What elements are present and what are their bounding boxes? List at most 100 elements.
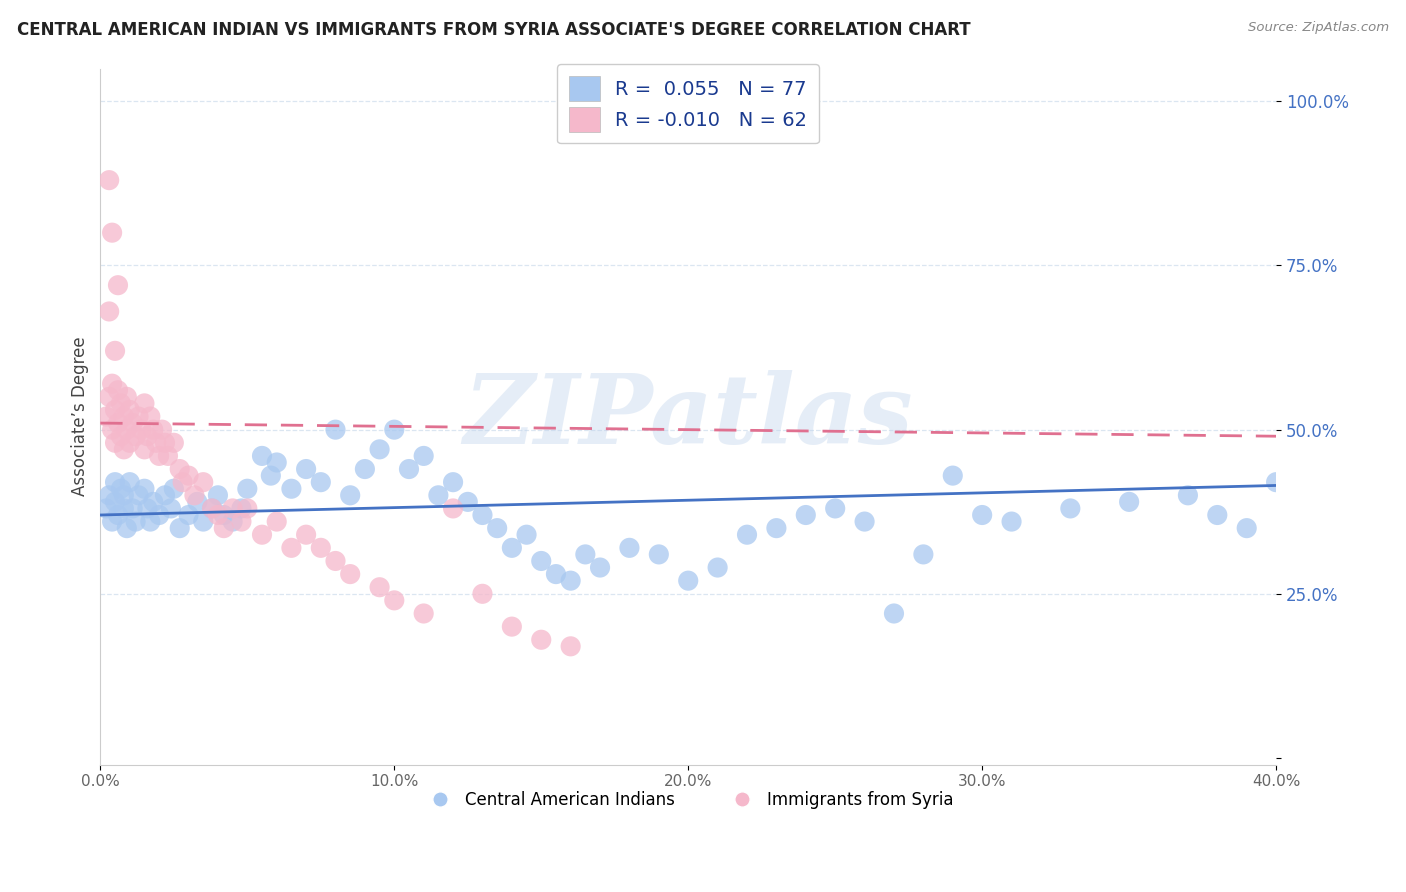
- Point: [98, 390, 121, 404]
- Point: [530, 554, 553, 568]
- Point: [128, 488, 150, 502]
- Point: [619, 541, 641, 555]
- Point: [98, 304, 121, 318]
- Point: [115, 423, 138, 437]
- Point: [250, 449, 273, 463]
- Point: [134, 396, 156, 410]
- Point: [115, 390, 138, 404]
- Point: [1118, 495, 1140, 509]
- Point: [136, 501, 159, 516]
- Point: [177, 468, 200, 483]
- Point: [221, 515, 243, 529]
- Point: [160, 501, 183, 516]
- Point: [124, 429, 146, 443]
- Point: [118, 475, 141, 490]
- Point: [101, 423, 124, 437]
- Point: [124, 515, 146, 529]
- Point: [1206, 508, 1229, 522]
- Point: [139, 515, 162, 529]
- Point: [441, 475, 464, 490]
- Point: [589, 560, 612, 574]
- Point: [295, 527, 318, 541]
- Point: [266, 515, 288, 529]
- Point: [368, 442, 391, 457]
- Point: [134, 442, 156, 457]
- Point: [457, 495, 479, 509]
- Point: [207, 508, 229, 522]
- Point: [280, 541, 302, 555]
- Point: [912, 548, 935, 562]
- Point: [221, 501, 243, 516]
- Point: [134, 482, 156, 496]
- Point: [354, 462, 377, 476]
- Point: [177, 508, 200, 522]
- Point: [1059, 501, 1081, 516]
- Point: [169, 462, 191, 476]
- Point: [163, 482, 186, 496]
- Point: [112, 488, 135, 502]
- Point: [136, 429, 159, 443]
- Point: [883, 607, 905, 621]
- Point: [131, 423, 153, 437]
- Point: [382, 423, 405, 437]
- Point: [368, 580, 391, 594]
- Point: [183, 488, 205, 502]
- Point: [648, 548, 671, 562]
- Point: [824, 501, 846, 516]
- Point: [148, 508, 170, 522]
- Point: [325, 423, 347, 437]
- Point: [266, 455, 288, 469]
- Point: [1236, 521, 1258, 535]
- Point: [101, 515, 124, 529]
- Point: [150, 423, 173, 437]
- Point: [309, 475, 332, 490]
- Point: [295, 462, 318, 476]
- Point: [441, 501, 464, 516]
- Point: [96, 409, 118, 424]
- Point: [172, 475, 194, 490]
- Text: Source: ZipAtlas.com: Source: ZipAtlas.com: [1249, 21, 1389, 34]
- Point: [98, 488, 121, 502]
- Point: [236, 501, 259, 516]
- Point: [142, 495, 165, 509]
- Point: [471, 587, 494, 601]
- Point: [110, 396, 132, 410]
- Point: [112, 501, 135, 516]
- Point: [486, 521, 509, 535]
- Point: [427, 488, 450, 502]
- Point: [98, 173, 121, 187]
- Point: [153, 488, 176, 502]
- Point: [128, 409, 150, 424]
- Point: [574, 548, 596, 562]
- Point: [471, 508, 494, 522]
- Point: [339, 567, 361, 582]
- Point: [1177, 488, 1199, 502]
- Point: [107, 508, 129, 522]
- Point: [142, 423, 165, 437]
- Point: [112, 442, 135, 457]
- Point: [163, 435, 186, 450]
- Point: [169, 521, 191, 535]
- Point: [412, 607, 434, 621]
- Point: [309, 541, 332, 555]
- Point: [853, 515, 876, 529]
- Point: [706, 560, 728, 574]
- Point: [148, 449, 170, 463]
- Point: [104, 343, 127, 358]
- Point: [118, 403, 141, 417]
- Legend: Central American Indians, Immigrants from Syria: Central American Indians, Immigrants fro…: [416, 784, 960, 815]
- Point: [1000, 515, 1022, 529]
- Point: [280, 482, 302, 496]
- Point: [104, 435, 127, 450]
- Point: [201, 501, 224, 516]
- Point: [104, 403, 127, 417]
- Point: [193, 475, 215, 490]
- Point: [794, 508, 817, 522]
- Point: [121, 501, 143, 516]
- Point: [145, 435, 167, 450]
- Point: [104, 495, 127, 509]
- Text: CENTRAL AMERICAN INDIAN VS IMMIGRANTS FROM SYRIA ASSOCIATE'S DEGREE CORRELATION : CENTRAL AMERICAN INDIAN VS IMMIGRANTS FR…: [17, 21, 970, 38]
- Point: [398, 462, 420, 476]
- Point: [250, 527, 273, 541]
- Point: [1265, 475, 1288, 490]
